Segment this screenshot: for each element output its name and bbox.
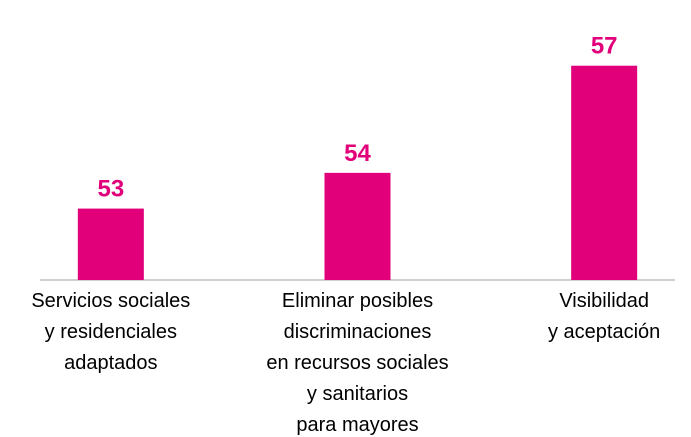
- value-label: 54: [344, 140, 371, 167]
- value-label: 57: [591, 33, 618, 60]
- x-tick-label: Eliminar posibles discriminaciones en re…: [266, 290, 449, 436]
- bar: [324, 172, 391, 280]
- bar: [571, 65, 638, 280]
- x-tick-label: Servicios sociales y residenciales adapt…: [31, 290, 191, 374]
- x-tick-label: Visibilidad y aceptación: [548, 290, 661, 343]
- value-label: 53: [97, 176, 124, 203]
- bar: [77, 208, 144, 280]
